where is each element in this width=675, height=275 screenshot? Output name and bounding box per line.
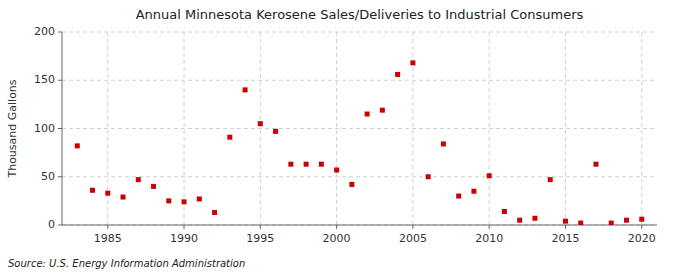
y-tick xyxy=(58,225,62,226)
x-tick-label: 2005 xyxy=(399,232,427,245)
point xyxy=(227,135,232,140)
x-grid-line xyxy=(107,32,108,225)
point xyxy=(410,60,415,65)
point xyxy=(349,182,354,187)
x-tick-label: 1995 xyxy=(246,232,274,245)
x-tick-label: 2010 xyxy=(475,232,503,245)
point xyxy=(471,189,476,194)
point xyxy=(136,177,141,182)
chart: 0 50 100 150 200 1985 1990 1995 2000 2005 2010 2015… xyxy=(0,0,675,275)
title: Annual Minnesota Kerosene Sales/Deliveri… xyxy=(136,7,584,22)
y-tick-label: 0 xyxy=(48,218,55,231)
x-tick xyxy=(260,225,261,229)
x-axis-line xyxy=(62,225,657,226)
axes: 0 50 100 150 200 1985 1990 1995 2000 2005 2010 2015… xyxy=(34,25,657,245)
y-grid-line xyxy=(62,32,657,33)
point xyxy=(243,87,248,92)
point xyxy=(304,162,309,167)
point xyxy=(548,177,553,182)
point xyxy=(578,221,583,225)
y-grid-line xyxy=(62,80,657,81)
x-tick xyxy=(107,225,108,229)
x-tick xyxy=(641,225,642,229)
y-tick xyxy=(58,80,62,81)
point xyxy=(456,194,461,199)
point xyxy=(441,141,446,146)
source-note: Source: U.S. Energy Information Administ… xyxy=(8,258,245,269)
point xyxy=(426,174,431,179)
y-tick xyxy=(58,176,62,177)
point xyxy=(502,209,507,214)
x-grid-line xyxy=(641,32,642,225)
x-tick-label: 2020 xyxy=(628,232,656,245)
x-tick xyxy=(412,225,413,229)
x-tick xyxy=(336,225,337,229)
point xyxy=(334,167,339,172)
y-axis-label: Thousand Gallons xyxy=(6,79,19,178)
chart-container: 0 50 100 150 200 1985 1990 1995 2000 2005 2010 2015… xyxy=(0,0,675,275)
point xyxy=(258,121,263,126)
x-tick xyxy=(184,225,185,229)
point xyxy=(365,112,370,117)
x-grid-line xyxy=(184,32,185,225)
point xyxy=(319,162,324,167)
x-tick xyxy=(565,225,566,229)
y-grid-line xyxy=(62,128,657,129)
y-grid-line xyxy=(62,225,657,226)
points xyxy=(75,60,644,225)
y-grid-line xyxy=(62,176,657,177)
x-tick-label: 2000 xyxy=(323,232,351,245)
point xyxy=(609,221,614,225)
grid xyxy=(62,32,657,225)
x-grid-line xyxy=(489,32,490,225)
x-grid-line xyxy=(565,32,566,225)
x-tick xyxy=(489,225,490,229)
y-tick-label: 50 xyxy=(41,170,55,183)
point xyxy=(380,108,385,113)
point xyxy=(75,143,80,148)
point xyxy=(639,217,644,222)
y-tick-label: 200 xyxy=(34,25,55,38)
y-tick xyxy=(58,32,62,33)
y-axis-line xyxy=(62,32,63,225)
point xyxy=(593,162,598,167)
x-grid-line xyxy=(336,32,337,225)
x-tick-label: 2015 xyxy=(551,232,579,245)
x-tick-label: 1990 xyxy=(170,232,198,245)
point xyxy=(121,195,126,200)
point xyxy=(90,188,95,193)
x-tick-label: 1985 xyxy=(94,232,122,245)
point xyxy=(105,191,110,196)
point xyxy=(166,198,171,203)
point xyxy=(151,184,156,189)
y-tick-label: 150 xyxy=(34,73,55,86)
point xyxy=(288,162,293,167)
point xyxy=(182,199,187,204)
point xyxy=(624,218,629,223)
point xyxy=(532,216,537,221)
point xyxy=(395,72,400,77)
point xyxy=(273,129,278,134)
point xyxy=(197,196,202,201)
point xyxy=(517,218,522,223)
point xyxy=(487,173,492,178)
x-grid-line xyxy=(260,32,261,225)
point xyxy=(212,210,217,215)
y-tick-label: 100 xyxy=(34,122,55,135)
y-tick xyxy=(58,128,62,129)
point xyxy=(563,219,568,224)
